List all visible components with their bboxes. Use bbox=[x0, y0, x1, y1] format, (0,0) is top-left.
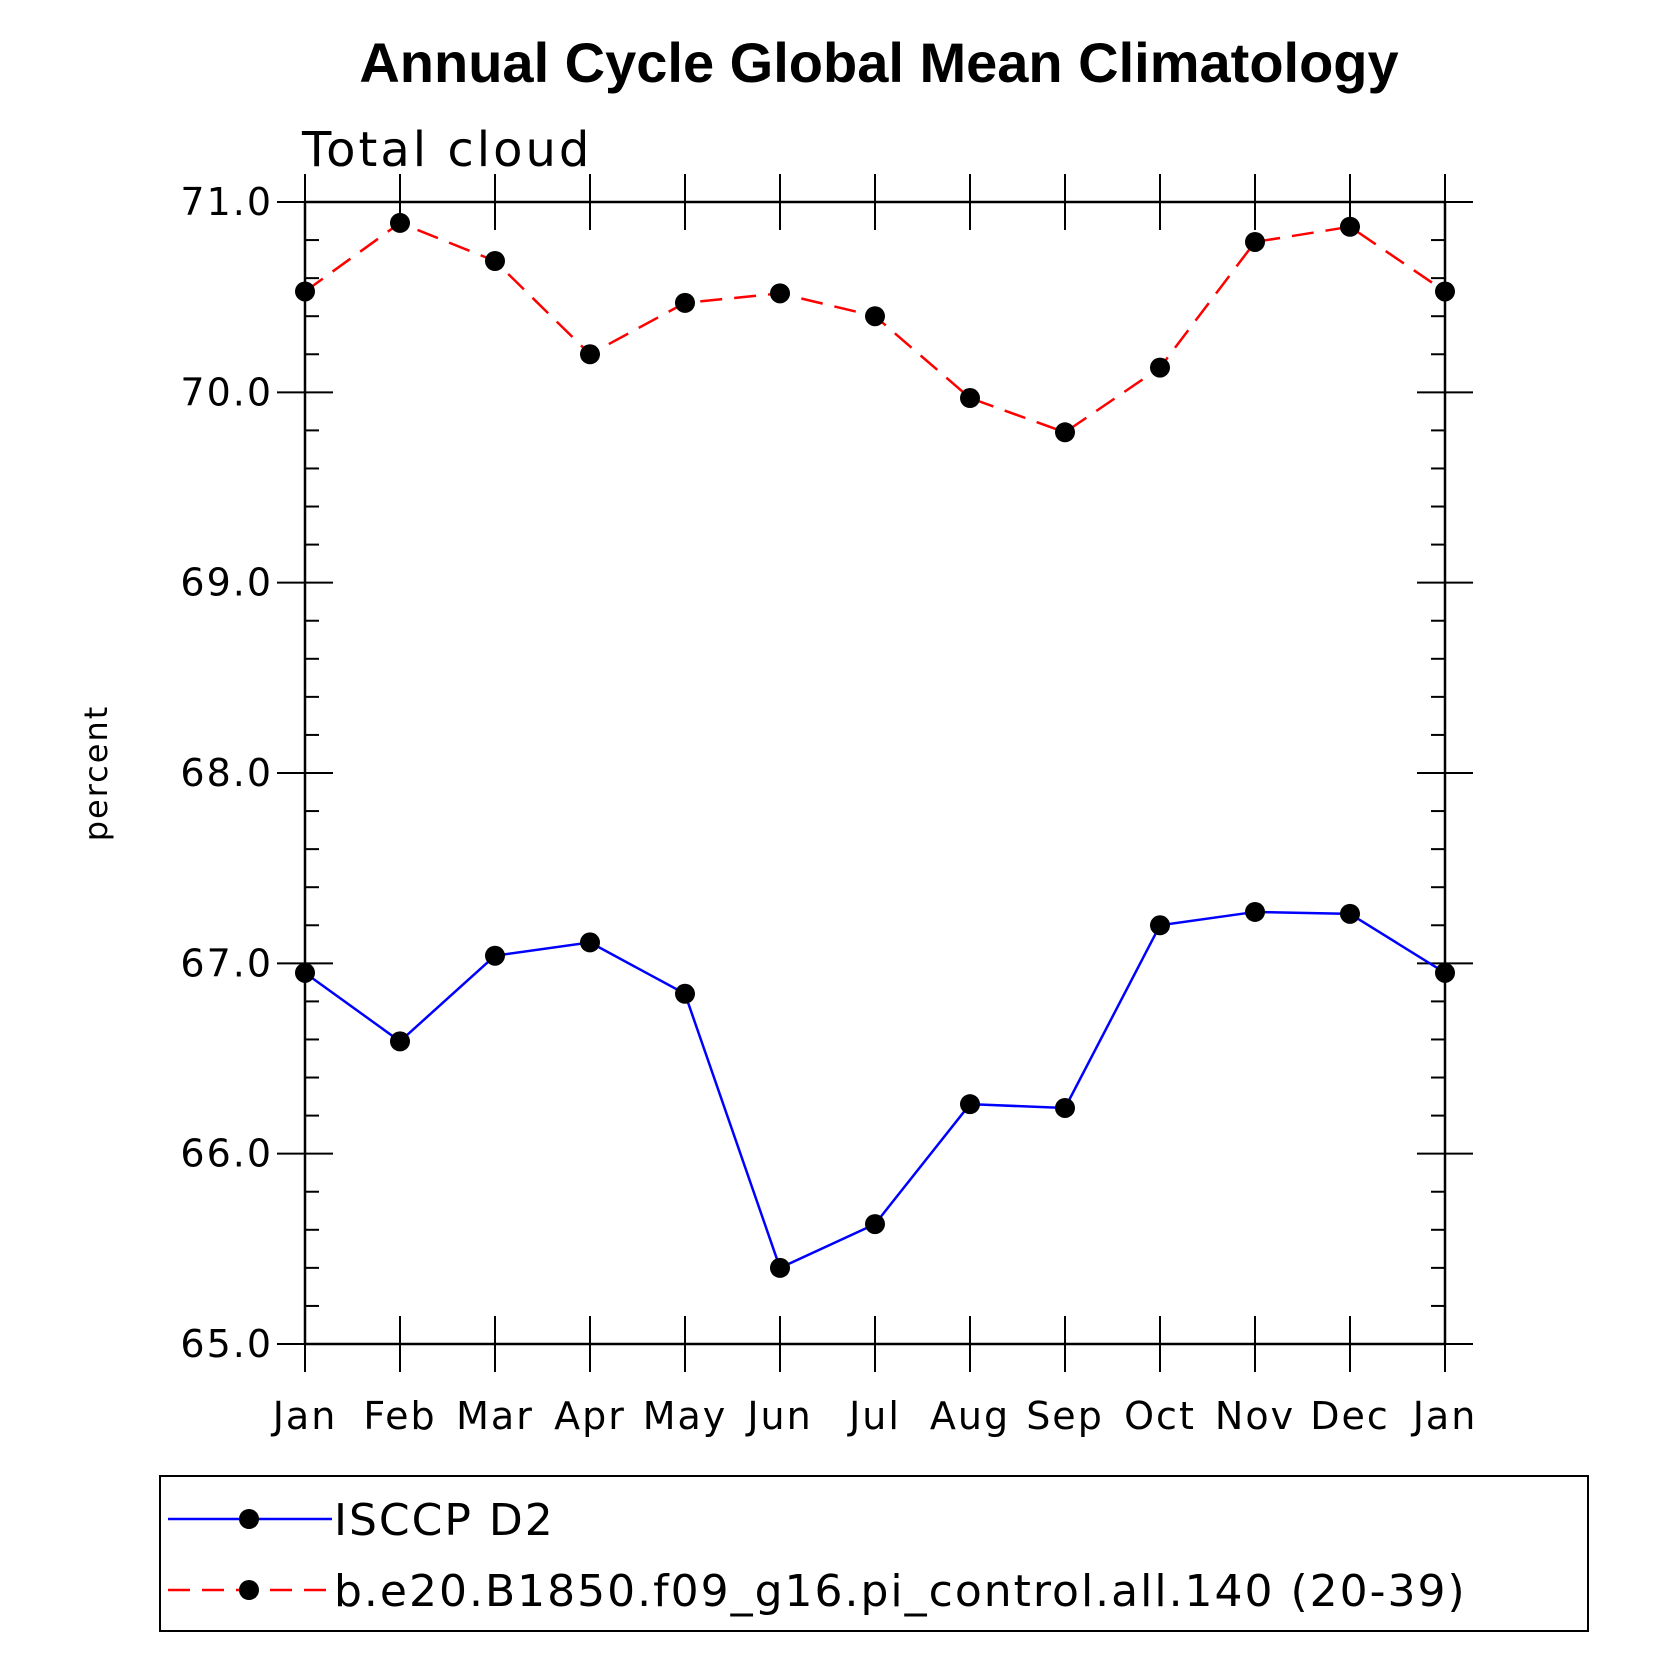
data-point-s1-2 bbox=[485, 251, 505, 272]
y-tick-label: 67.0 bbox=[180, 941, 273, 985]
data-point-s1-5 bbox=[770, 283, 790, 304]
x-tick-label: Jan bbox=[271, 1394, 338, 1438]
data-point-s1-8 bbox=[1055, 422, 1075, 443]
legend-marker-1 bbox=[239, 1580, 259, 1600]
data-point-s0-2 bbox=[485, 945, 505, 966]
y-tick-label: 70.0 bbox=[180, 370, 273, 414]
data-point-s0-7 bbox=[960, 1094, 980, 1115]
x-tick-label: Aug bbox=[930, 1394, 1010, 1438]
x-tick-label: Dec bbox=[1310, 1394, 1390, 1438]
y-tick-label: 71.0 bbox=[180, 180, 273, 224]
x-tick-label: Jan bbox=[1411, 1394, 1478, 1438]
data-point-s1-12 bbox=[1435, 281, 1455, 302]
data-point-s0-6 bbox=[865, 1214, 885, 1235]
data-point-s0-12 bbox=[1435, 962, 1455, 983]
legend: ISCCP D2 b.e20.B1850.f09_g16.pi_control.a… bbox=[159, 1475, 1589, 1632]
data-point-s1-0 bbox=[295, 281, 315, 302]
y-axis-label: percent bbox=[77, 705, 115, 842]
x-tick-label: Jun bbox=[745, 1394, 812, 1438]
data-point-s1-6 bbox=[865, 306, 885, 327]
legend-label-1: b.e20.B1850.f09_g16.pi_control.all.140 (… bbox=[334, 1566, 1467, 1617]
x-tick-label: Oct bbox=[1124, 1394, 1196, 1438]
data-point-s1-9 bbox=[1150, 357, 1170, 378]
data-point-s0-11 bbox=[1340, 903, 1360, 924]
legend-label-0: ISCCP D2 bbox=[334, 1495, 555, 1546]
legend-box bbox=[159, 1475, 1589, 1632]
data-point-s0-0 bbox=[295, 962, 315, 983]
x-tick-label: Mar bbox=[456, 1394, 534, 1438]
y-tick-label: 69.0 bbox=[180, 561, 273, 605]
x-tick-label: Sep bbox=[1026, 1394, 1104, 1438]
data-point-s1-3 bbox=[580, 344, 600, 365]
data-point-s1-1 bbox=[390, 212, 410, 233]
data-point-s0-8 bbox=[1055, 1097, 1075, 1118]
data-point-s0-4 bbox=[675, 983, 695, 1004]
x-tick-label: May bbox=[643, 1394, 728, 1438]
data-point-s0-3 bbox=[580, 932, 600, 953]
chart-title: Annual Cycle Global Mean Climatology bbox=[359, 31, 1398, 94]
y-tick-label: 66.0 bbox=[180, 1132, 273, 1176]
x-tick-label: Apr bbox=[554, 1394, 626, 1438]
data-point-s0-1 bbox=[390, 1031, 410, 1052]
x-tick-label: Nov bbox=[1215, 1394, 1295, 1438]
plot-area: 65.0 66.0 67.0 68.0 69.0 70.0 71.0 Jan Feb Mar Apr… bbox=[180, 174, 1478, 1438]
data-point-s0-9 bbox=[1150, 915, 1170, 936]
x-tick-label: Feb bbox=[363, 1394, 436, 1438]
data-point-s1-10 bbox=[1245, 231, 1265, 252]
data-point-s1-4 bbox=[675, 292, 695, 313]
data-point-s0-10 bbox=[1245, 901, 1265, 922]
chart-subtitle: Total cloud bbox=[301, 122, 592, 178]
data-point-s1-11 bbox=[1340, 216, 1360, 237]
y-tick-label: 65.0 bbox=[180, 1322, 273, 1366]
y-tick-label: 68.0 bbox=[180, 751, 273, 795]
x-tick-label: Jul bbox=[847, 1394, 901, 1438]
data-point-s1-7 bbox=[960, 388, 980, 409]
legend-marker-0 bbox=[239, 1509, 259, 1529]
data-point-s0-5 bbox=[770, 1257, 790, 1278]
